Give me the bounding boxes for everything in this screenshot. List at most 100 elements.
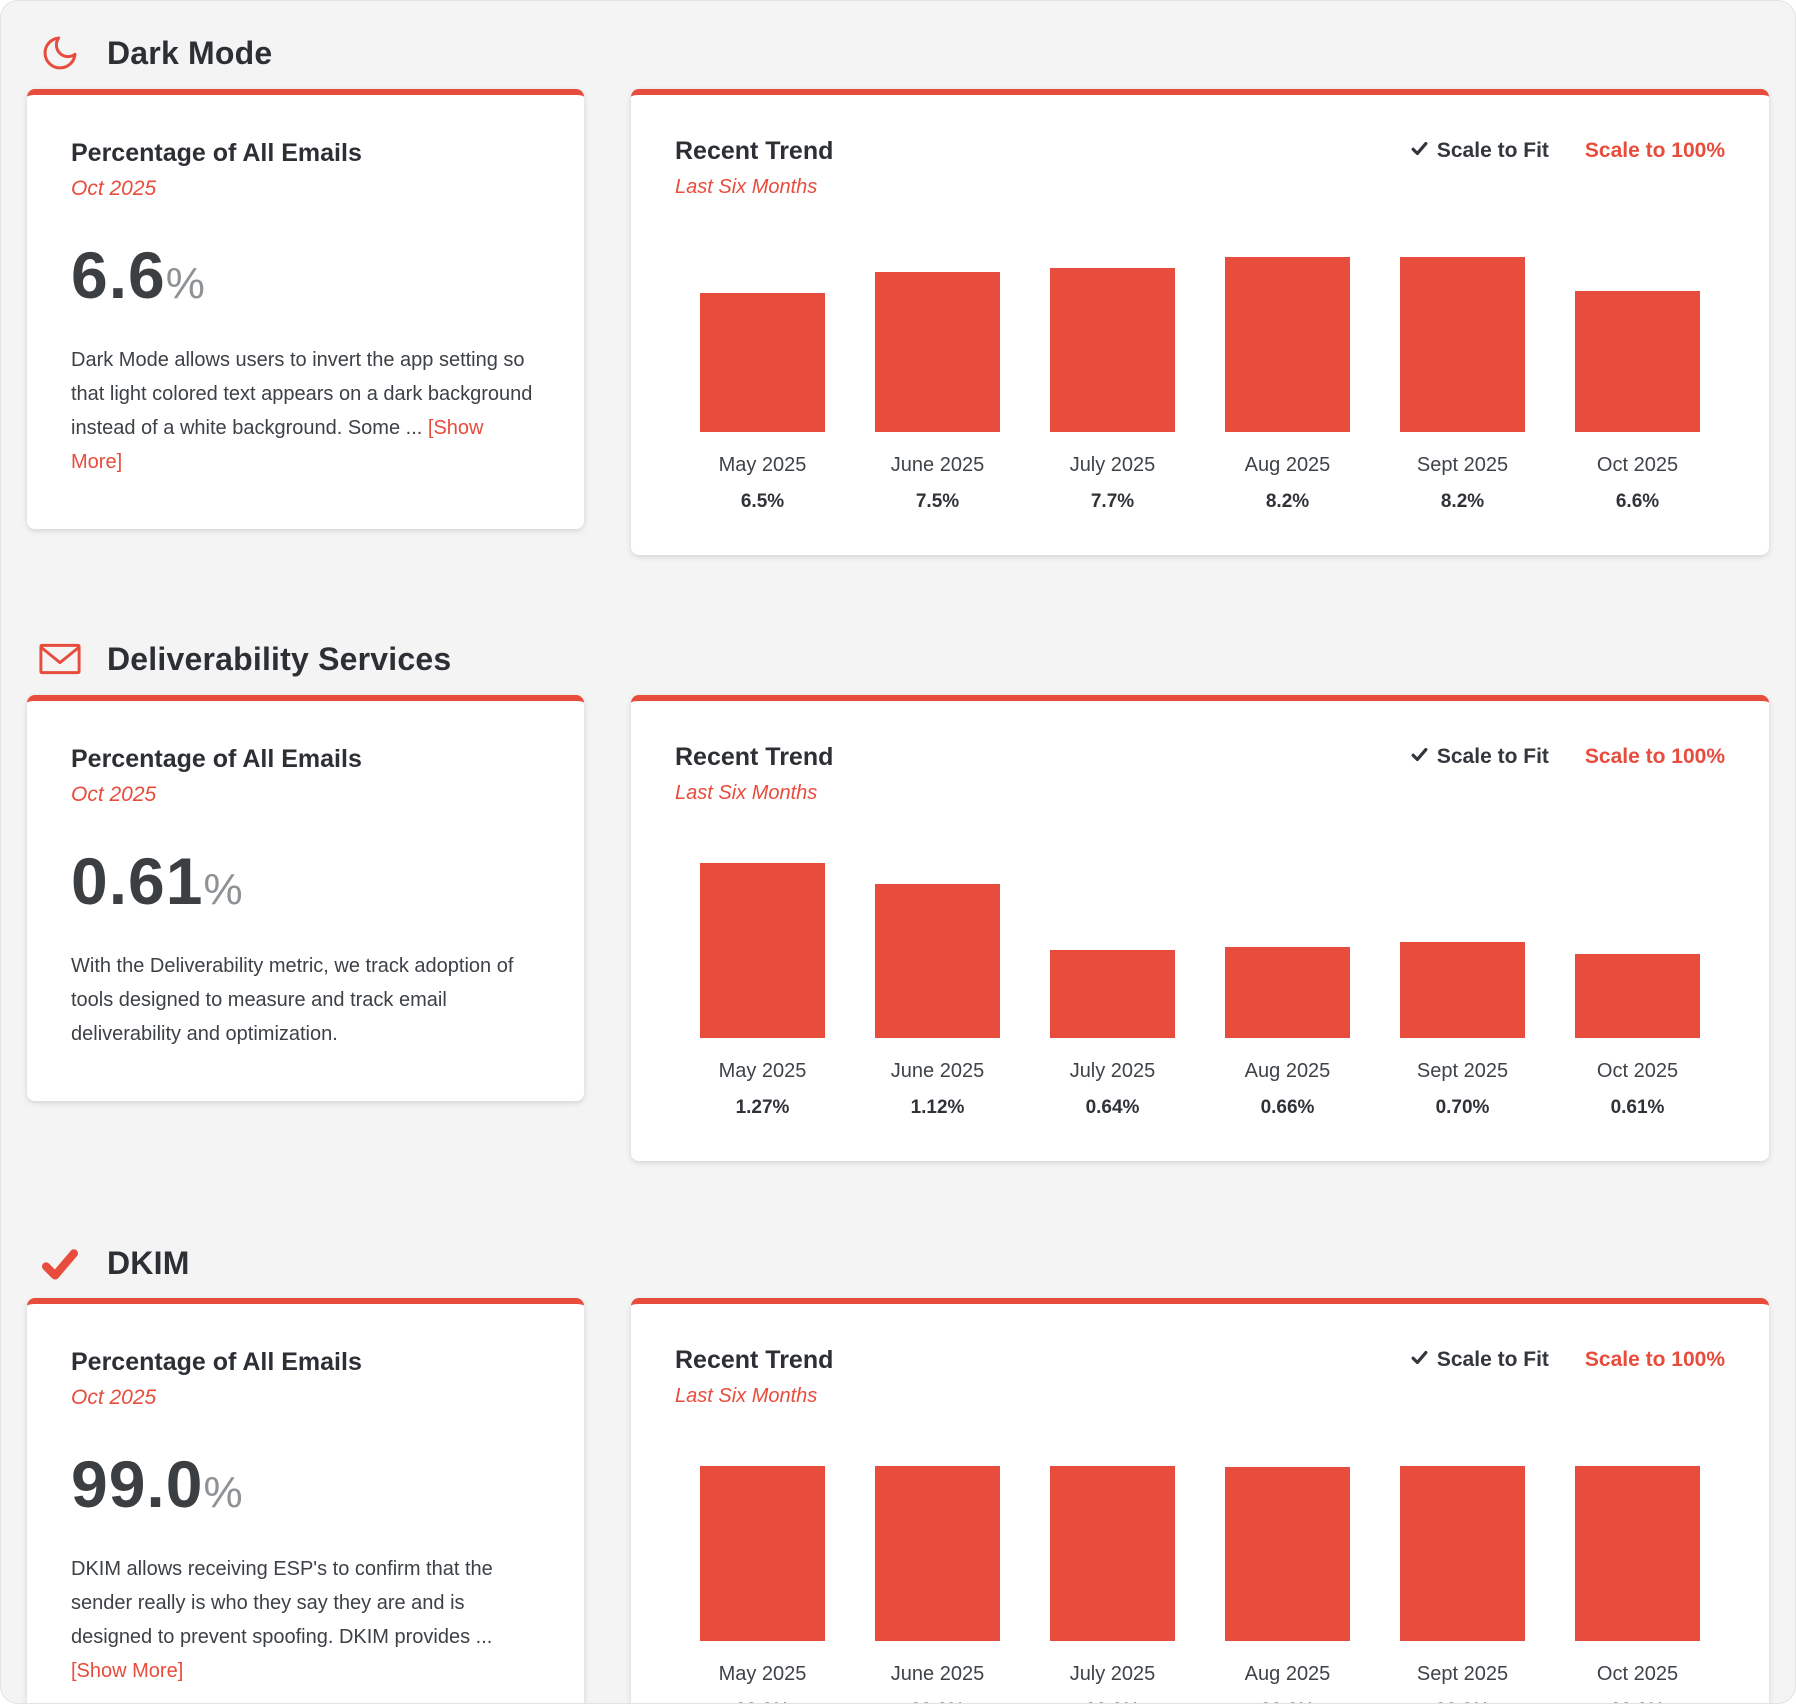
scale-to-fit-toggle[interactable]: Scale to Fit <box>1411 139 1549 163</box>
stat-value: 99.0 <box>71 1447 204 1521</box>
bar-chart: May 2025 6.5% June 2025 7.5% July 2025 7.7% Au… <box>675 257 1725 513</box>
stat-description-text: With the Deliverability metric, we track… <box>71 955 514 1045</box>
scale-controls: Scale to Fit Scale to 100% <box>1411 137 1725 163</box>
chart-column: July 2025 98.8% <box>1025 1466 1200 1703</box>
stat-period: Oct 2025 <box>71 1386 157 1409</box>
chart-column: Sept 2025 8.2% <box>1375 257 1550 513</box>
trend-bar <box>1400 1466 1525 1641</box>
section-title: Dark Mode <box>107 34 273 71</box>
trend-titles: Recent Trend Last Six Months <box>675 743 833 805</box>
show-more-link[interactable]: [Show More] <box>71 1660 184 1682</box>
trend-bar <box>875 1466 1000 1641</box>
chart-column: July 2025 0.64% <box>1025 863 1200 1119</box>
chart-column: Aug 2025 8.2% <box>1200 257 1375 513</box>
bar-month-label: Aug 2025 <box>1244 1663 1331 1685</box>
section-header: Dark Mode <box>27 33 1769 73</box>
stat-description: Dark Mode allows users to invert the app… <box>71 343 540 479</box>
envelope-icon <box>37 639 83 679</box>
check-icon <box>1411 1348 1428 1372</box>
metric-section: Deliverability Services Percentage of Al… <box>27 639 1769 1161</box>
bar-area <box>700 863 825 1038</box>
trend-bar <box>1575 954 1700 1038</box>
trend-head: Recent Trend Last Six Months Scale to Fi… <box>675 743 1725 805</box>
chart-column: Oct 2025 0.61% <box>1550 863 1725 1119</box>
show-more-link[interactable]: [Show More] <box>71 417 484 473</box>
bar-month-label: Sept 2025 <box>1416 454 1509 476</box>
bar-month-label: May 2025 <box>718 1663 807 1685</box>
bar-area <box>1575 1466 1700 1641</box>
bar-value-label: 1.12% <box>910 1097 965 1118</box>
trend-card: Recent Trend Last Six Months Scale to Fi… <box>631 1298 1769 1703</box>
bar-area <box>700 257 825 432</box>
bar-area <box>1575 863 1700 1038</box>
bar-value-label: 98.6% <box>1261 1700 1315 1703</box>
trend-bar <box>1225 257 1350 432</box>
section-title: Deliverability Services <box>107 640 452 677</box>
bar-month-label: Oct 2025 <box>1596 454 1679 476</box>
bar-area <box>875 1466 1000 1641</box>
trend-bar <box>1575 291 1700 432</box>
section-title: DKIM <box>107 1245 190 1281</box>
bar-area <box>1575 257 1700 432</box>
chart-column: June 2025 7.5% <box>850 257 1025 513</box>
metric-section: Dark Mode Percentage of All Emails Oct 2… <box>27 33 1769 555</box>
scale-to-100-toggle[interactable]: Scale to 100% <box>1584 139 1725 162</box>
trend-card: Recent Trend Last Six Months Scale to Fi… <box>631 695 1769 1161</box>
scale-to-fit-toggle[interactable]: Scale to Fit <box>1411 745 1549 769</box>
bar-area <box>875 863 1000 1038</box>
scale-to-100-toggle[interactable]: Scale to 100% <box>1584 745 1725 768</box>
stat-value: 0.61 <box>71 844 204 918</box>
stat-description: With the Deliverability metric, we track… <box>71 949 540 1051</box>
trend-bar <box>1050 268 1175 432</box>
bar-month-label: Sept 2025 <box>1416 1663 1509 1685</box>
trend-bar <box>1400 257 1525 432</box>
bar-area <box>700 1466 825 1641</box>
trend-card: Recent Trend Last Six Months Scale to Fi… <box>631 89 1769 555</box>
trend-bar <box>1400 942 1525 1038</box>
scale-to-fit-toggle[interactable]: Scale to Fit <box>1411 1348 1549 1372</box>
trend-bar <box>875 884 1000 1038</box>
bar-month-label: Sept 2025 <box>1416 1060 1509 1082</box>
bar-area <box>1225 863 1350 1038</box>
bar-month-label: Aug 2025 <box>1244 454 1331 476</box>
bar-month-label: May 2025 <box>718 1060 807 1082</box>
trend-bar <box>1575 1466 1700 1641</box>
chart-column: May 2025 1.27% <box>675 863 850 1119</box>
stat-period: Oct 2025 <box>71 783 157 806</box>
stat-heading: Percentage of All Emails <box>71 1348 362 1376</box>
trend-title: Recent Trend <box>675 743 834 771</box>
chart-column: June 2025 99.0% <box>850 1466 1025 1703</box>
trend-bar <box>1225 1467 1350 1641</box>
bar-area <box>875 257 1000 432</box>
trend-bar <box>700 293 825 432</box>
scale-to-fit-label: Scale to Fit <box>1436 745 1549 768</box>
chart-column: July 2025 7.7% <box>1025 257 1200 513</box>
section-cards: Percentage of All Emails Oct 2025 99.0 %… <box>27 1298 1769 1703</box>
stat-period: Oct 2025 <box>71 177 157 200</box>
stat-value-row: 0.61 % <box>71 843 540 919</box>
bar-value-label: 98.8% <box>1436 1700 1490 1703</box>
bar-area <box>1400 257 1525 432</box>
stat-unit: % <box>165 259 205 308</box>
bar-month-label: Oct 2025 <box>1596 1663 1679 1685</box>
chart-column: Oct 2025 6.6% <box>1550 257 1725 513</box>
stat-card: Percentage of All Emails Oct 2025 6.6 % … <box>27 89 584 529</box>
section-cards: Percentage of All Emails Oct 2025 6.6 % … <box>27 89 1769 555</box>
trend-bar <box>700 863 825 1038</box>
bar-chart: May 2025 98.9% June 2025 99.0% July 2025 98.8… <box>675 1466 1725 1703</box>
bar-value-label: 0.64% <box>1085 1097 1140 1118</box>
bar-area <box>1050 1466 1175 1641</box>
chart-column: Sept 2025 98.8% <box>1375 1466 1550 1703</box>
chart-column: Sept 2025 0.70% <box>1375 863 1550 1119</box>
stat-card: Percentage of All Emails Oct 2025 99.0 %… <box>27 1298 584 1703</box>
bar-value-label: 7.5% <box>915 491 960 512</box>
metric-section: DKIM Percentage of All Emails Oct 2025 9… <box>27 1245 1769 1703</box>
stat-card: Percentage of All Emails Oct 2025 0.61 %… <box>27 695 584 1101</box>
chart-column: Oct 2025 99.0% <box>1550 1466 1725 1703</box>
bar-value-label: 99.0% <box>911 1700 965 1703</box>
scale-to-100-toggle[interactable]: Scale to 100% <box>1584 1348 1725 1371</box>
stat-description-text: DKIM allows receiving ESP's to confirm t… <box>71 1558 493 1648</box>
bar-value-label: 6.6% <box>1615 491 1660 512</box>
trend-titles: Recent Trend Last Six Months <box>675 137 833 199</box>
trend-title: Recent Trend <box>675 1346 834 1374</box>
